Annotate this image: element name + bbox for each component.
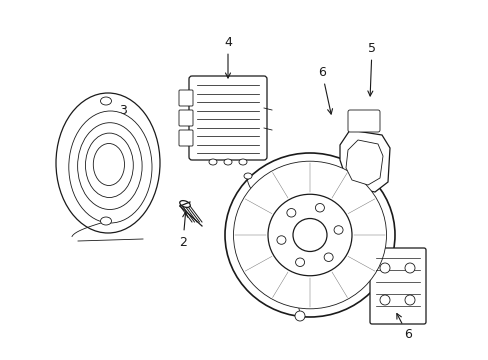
Text: 7: 7 bbox=[263, 185, 282, 224]
Circle shape bbox=[379, 263, 389, 273]
FancyBboxPatch shape bbox=[189, 76, 266, 160]
Circle shape bbox=[404, 295, 414, 305]
Ellipse shape bbox=[56, 93, 160, 233]
Ellipse shape bbox=[93, 144, 124, 185]
Circle shape bbox=[294, 311, 305, 321]
FancyBboxPatch shape bbox=[347, 110, 379, 132]
Ellipse shape bbox=[244, 173, 251, 179]
Ellipse shape bbox=[233, 161, 386, 309]
Ellipse shape bbox=[78, 123, 142, 210]
FancyBboxPatch shape bbox=[179, 110, 193, 126]
Ellipse shape bbox=[267, 194, 351, 276]
Ellipse shape bbox=[224, 159, 231, 165]
Ellipse shape bbox=[315, 203, 324, 212]
FancyBboxPatch shape bbox=[369, 248, 425, 324]
Circle shape bbox=[404, 263, 414, 273]
Ellipse shape bbox=[286, 208, 295, 217]
Text: 4: 4 bbox=[224, 36, 231, 78]
Ellipse shape bbox=[276, 236, 285, 244]
Text: 6: 6 bbox=[396, 314, 411, 342]
Polygon shape bbox=[339, 130, 389, 192]
Text: 1: 1 bbox=[287, 163, 299, 211]
Ellipse shape bbox=[69, 111, 152, 223]
Ellipse shape bbox=[292, 219, 326, 252]
Ellipse shape bbox=[324, 253, 332, 261]
Ellipse shape bbox=[101, 217, 111, 225]
Ellipse shape bbox=[180, 201, 190, 207]
Ellipse shape bbox=[333, 226, 343, 234]
Text: 6: 6 bbox=[317, 66, 332, 114]
Circle shape bbox=[379, 295, 389, 305]
Ellipse shape bbox=[101, 97, 111, 105]
Ellipse shape bbox=[295, 258, 304, 266]
FancyBboxPatch shape bbox=[179, 130, 193, 146]
Ellipse shape bbox=[208, 159, 217, 165]
Ellipse shape bbox=[85, 133, 133, 198]
Text: 3: 3 bbox=[119, 104, 129, 148]
Polygon shape bbox=[346, 140, 382, 185]
Text: 5: 5 bbox=[367, 41, 375, 96]
Ellipse shape bbox=[239, 159, 246, 165]
Text: 2: 2 bbox=[179, 212, 187, 248]
Ellipse shape bbox=[224, 153, 394, 317]
FancyBboxPatch shape bbox=[179, 90, 193, 106]
